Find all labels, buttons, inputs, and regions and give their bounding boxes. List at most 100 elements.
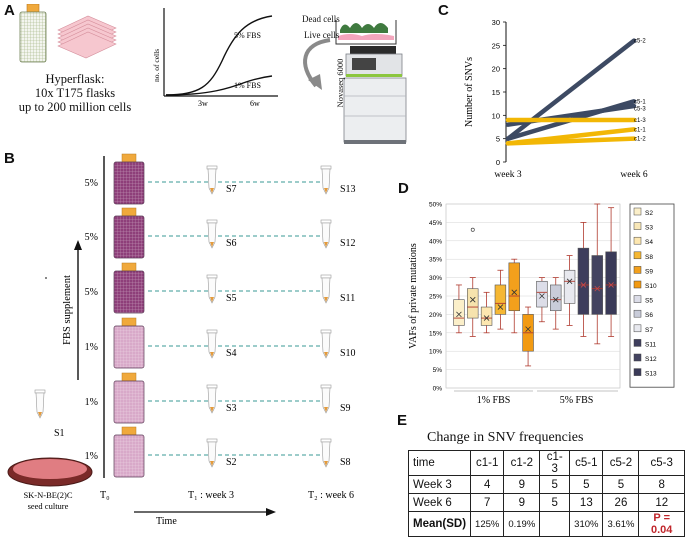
b-seed-caption: SK-N-BE(2)C	[23, 490, 72, 500]
curved-arrow-icon	[303, 38, 331, 90]
d-box-rect	[605, 251, 617, 315]
d-legend-label: S6	[645, 312, 653, 319]
b-fbs-pct: 1%	[85, 342, 98, 353]
c-x-tick-label: week 6	[620, 170, 647, 179]
snv-line-chart: 0 5 10 15 20 25 30 Number of SNVs week 3 week 6 c5…	[464, 18, 648, 179]
b-sample-label: S10	[340, 348, 356, 359]
c-y-tick-label: 0	[496, 158, 500, 167]
b-t1-label: T₁ : week 3	[188, 490, 234, 501]
b-fbs-pct: 1%	[85, 397, 98, 408]
b-t0-label: T₀	[100, 490, 110, 501]
table-mean-label: Mean(SD)	[407, 511, 472, 537]
b-fbs-pct: 5%	[85, 232, 98, 243]
c-y-tick-label: 25	[492, 41, 500, 50]
d-box-S11	[577, 221, 590, 337]
c-series-label: c5-3	[634, 106, 646, 112]
c-y-tick-label: 5	[496, 135, 500, 144]
table-cell: 8	[638, 475, 685, 494]
d-legend-label: S7	[645, 327, 653, 334]
hyperflask-caption-line: 10x T175 flasks	[34, 86, 116, 100]
d-legend-swatch	[633, 295, 642, 303]
growth-curve-chart: 5% FBS 1% FBS 3w 6w no. of cells	[152, 8, 278, 108]
d-y-tick-label: 25%	[429, 294, 442, 301]
live-cells	[338, 34, 394, 40]
b-sample-tube	[320, 438, 332, 468]
b-sample-label: S4	[226, 348, 237, 359]
c-y-tick-label: 10	[492, 111, 500, 120]
d-box-S8	[494, 269, 507, 330]
d-box-S4	[480, 291, 493, 334]
table-header-cell: c1-3	[539, 450, 571, 476]
b-sample-label: S3	[226, 403, 237, 414]
table-header-cell: c1-2	[503, 450, 541, 476]
d-box-rect	[467, 288, 479, 319]
table-cell: 5	[539, 493, 571, 512]
b-petri-medium	[13, 459, 87, 479]
d-legend-swatch	[633, 309, 642, 318]
d-legend-swatch	[633, 207, 642, 216]
b-flask	[113, 270, 145, 314]
growth-curve-1pct	[165, 75, 273, 96]
hyperflask-caption-line: Hyperflask:	[45, 72, 105, 86]
c-series-label: c1-1	[634, 127, 646, 133]
d-outlier	[470, 227, 475, 232]
sequencer-icon	[343, 46, 407, 144]
d-mean-marker	[580, 282, 587, 288]
d-y-tick-label: 45%	[429, 220, 442, 227]
d-box-S13	[605, 207, 617, 337]
b-sample-tube	[206, 274, 218, 304]
table-cell: 4	[470, 475, 505, 494]
b-sample-tube	[206, 219, 218, 249]
c-series-line-c1-2	[505, 136, 637, 146]
d-box-S10	[522, 306, 534, 367]
d-legend-swatch	[633, 266, 642, 274]
b-sample-tube	[320, 219, 332, 249]
sequencer-label: Novaseq 6000	[335, 58, 345, 108]
d-y-tick-label: 50%	[429, 202, 442, 209]
d-mean-marker	[497, 304, 504, 310]
table-mean-cell: 3.61%	[602, 511, 640, 537]
d-legend-swatch	[633, 324, 642, 333]
table-header-cell: time	[407, 450, 472, 476]
d-box-rect	[577, 247, 590, 315]
b-culture-row: 5% S6 S12	[85, 207, 356, 259]
table-cell: 13	[569, 493, 604, 512]
b-fbs-arrow-head	[74, 240, 82, 250]
dead-cells	[340, 23, 388, 33]
b-sample-label: S13	[340, 184, 356, 195]
b-flask	[113, 161, 145, 205]
growth-curve-5pct	[165, 15, 273, 96]
panel-letter-e: E	[397, 412, 408, 429]
table-row: Mean(SD) 125% 0.19% 310% 3.61% P = 0.04	[407, 511, 685, 537]
table-cell: 9	[503, 475, 541, 494]
d-box-rect	[508, 262, 520, 312]
table-header-cell: c5-1	[569, 450, 604, 476]
b-stray-dot	[45, 277, 47, 279]
b-flask	[113, 215, 145, 259]
b-sample-label: S7	[226, 184, 237, 195]
b-flask	[113, 380, 145, 424]
b-sample-tube	[206, 384, 218, 414]
table-row: Week 3 4 9 5 5 5 8	[407, 475, 685, 494]
d-ylabel: VAFs of private mutations	[408, 243, 419, 349]
b-sample-label: S5	[226, 293, 237, 304]
table-row: time c1-1 c1-2 c1-3 c5-1 c5-2 c5-3	[407, 450, 685, 476]
c-y-tick-label: 15	[492, 88, 500, 97]
c-series-label: c5-2	[634, 39, 646, 45]
panel-letter-c: C	[438, 2, 449, 19]
d-mean-marker	[552, 296, 559, 303]
hyperflask-caption: Hyperflask: 10x T175 flasks up to 200 mi…	[12, 72, 138, 114]
growth-label-1pct: 1% FBS	[234, 81, 261, 90]
b-sample-tube	[206, 165, 218, 195]
d-box-rect	[536, 280, 548, 308]
d-y-tick-label: 10%	[429, 349, 442, 356]
snv-table-title: Change in SNV frequencies	[427, 430, 584, 445]
table-cell: 5	[569, 475, 604, 494]
d-mean-marker	[456, 311, 462, 318]
b-sample-label: S11	[340, 293, 355, 304]
d-legend-label: S3	[645, 225, 653, 232]
d-box-S6	[550, 277, 562, 330]
hyperflask-illustration	[19, 4, 117, 63]
b-seed-caption: seed culture	[28, 501, 69, 511]
d-mean-marker	[539, 293, 545, 299]
